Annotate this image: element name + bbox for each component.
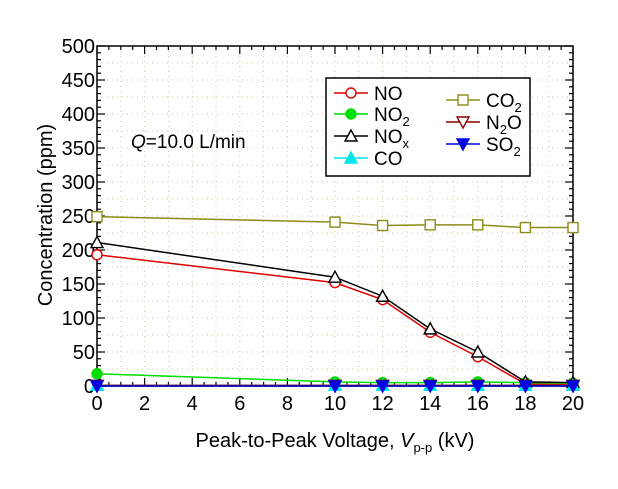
legend-label: CO (374, 149, 403, 170)
data-point-nox (327, 269, 343, 283)
data-point-co2 (472, 219, 484, 231)
x-tick-label: 2 (139, 393, 150, 415)
data-point-co2 (424, 219, 436, 231)
x-tick-label: 12 (371, 393, 393, 415)
data-point-nox (423, 321, 438, 335)
legend-label: NO (374, 84, 403, 105)
y-tick-label: 50 (73, 342, 95, 364)
legend-label: SO2 (486, 135, 521, 159)
legend-item-no: NO (334, 84, 403, 105)
legend-label: NO2 (374, 105, 410, 129)
x-tick-label: 20 (562, 393, 584, 415)
y-axis-title: Concentration (ppm) (35, 124, 57, 306)
legend-box (325, 77, 531, 177)
grid (96, 45, 574, 387)
x-tick-label: 18 (514, 393, 536, 415)
x-tick-label: 16 (467, 393, 489, 415)
x-tick-label: 8 (282, 393, 293, 415)
data-point-so2 (327, 380, 343, 394)
data-point-so2 (470, 380, 485, 394)
data-point-nox (470, 344, 485, 358)
data-point-no2 (91, 368, 103, 380)
legend-marker (343, 128, 359, 142)
legend-marker (455, 138, 471, 152)
data-point-so2 (375, 380, 390, 394)
series-layer (89, 210, 581, 394)
legend-marker (455, 116, 471, 130)
y-tick-label: 250 (62, 206, 95, 228)
legend-item-n2o: N2O (446, 113, 522, 137)
x-axis-title: Peak-to-Peak Voltage, Vp-p (kV) (196, 430, 475, 455)
data-point-co2 (567, 221, 579, 234)
legend-marker (345, 87, 357, 99)
data-point-co2 (519, 221, 532, 234)
y-tick-label: 100 (62, 308, 95, 330)
data-point-co2 (91, 210, 103, 223)
y-tick-label: 500 (62, 36, 95, 58)
data-point-so2 (565, 380, 581, 394)
legend-item-so2: SO2 (446, 135, 521, 159)
legend-item-nox: NOx (334, 127, 410, 151)
legend-label: N2O (486, 113, 522, 137)
legend-item-no2: NO2 (334, 105, 410, 129)
x-tick-label: 10 (324, 393, 346, 415)
y-tick-label: 0 (84, 376, 95, 398)
y-tick-label: 350 (62, 138, 95, 160)
flow-rate-annotation: Q=10.0 L/min (131, 132, 246, 153)
y-tick-label: 450 (62, 70, 95, 92)
data-point-nox (375, 288, 390, 302)
y-tick-label: 300 (62, 172, 95, 194)
data-point-no (91, 249, 103, 261)
x-tick-label: 6 (234, 393, 245, 415)
legend-label: NOx (374, 127, 410, 151)
data-point-co2 (376, 219, 389, 232)
data-point-so2 (518, 380, 533, 394)
legend-item-co: CO (334, 149, 403, 170)
y-tick-label: 200 (62, 240, 95, 262)
legend-marker (345, 108, 357, 120)
series-so2 (89, 380, 581, 394)
x-tick-label: 14 (419, 393, 441, 415)
data-point-so2 (89, 380, 105, 394)
legend-marker (457, 94, 469, 106)
legend-item-co2: CO2 (446, 91, 522, 115)
legend-marker (343, 150, 359, 164)
legend-label: CO2 (486, 91, 522, 115)
data-point-nox (89, 235, 105, 249)
y-tick-label: 150 (62, 274, 95, 296)
x-tick-label: 4 (187, 393, 198, 415)
y-tick-label: 400 (62, 104, 95, 126)
data-point-co2 (329, 216, 341, 228)
series-nox (89, 235, 581, 389)
series-co2 (91, 210, 579, 234)
data-point-so2 (423, 380, 438, 394)
x-tick-label: 0 (91, 393, 102, 415)
